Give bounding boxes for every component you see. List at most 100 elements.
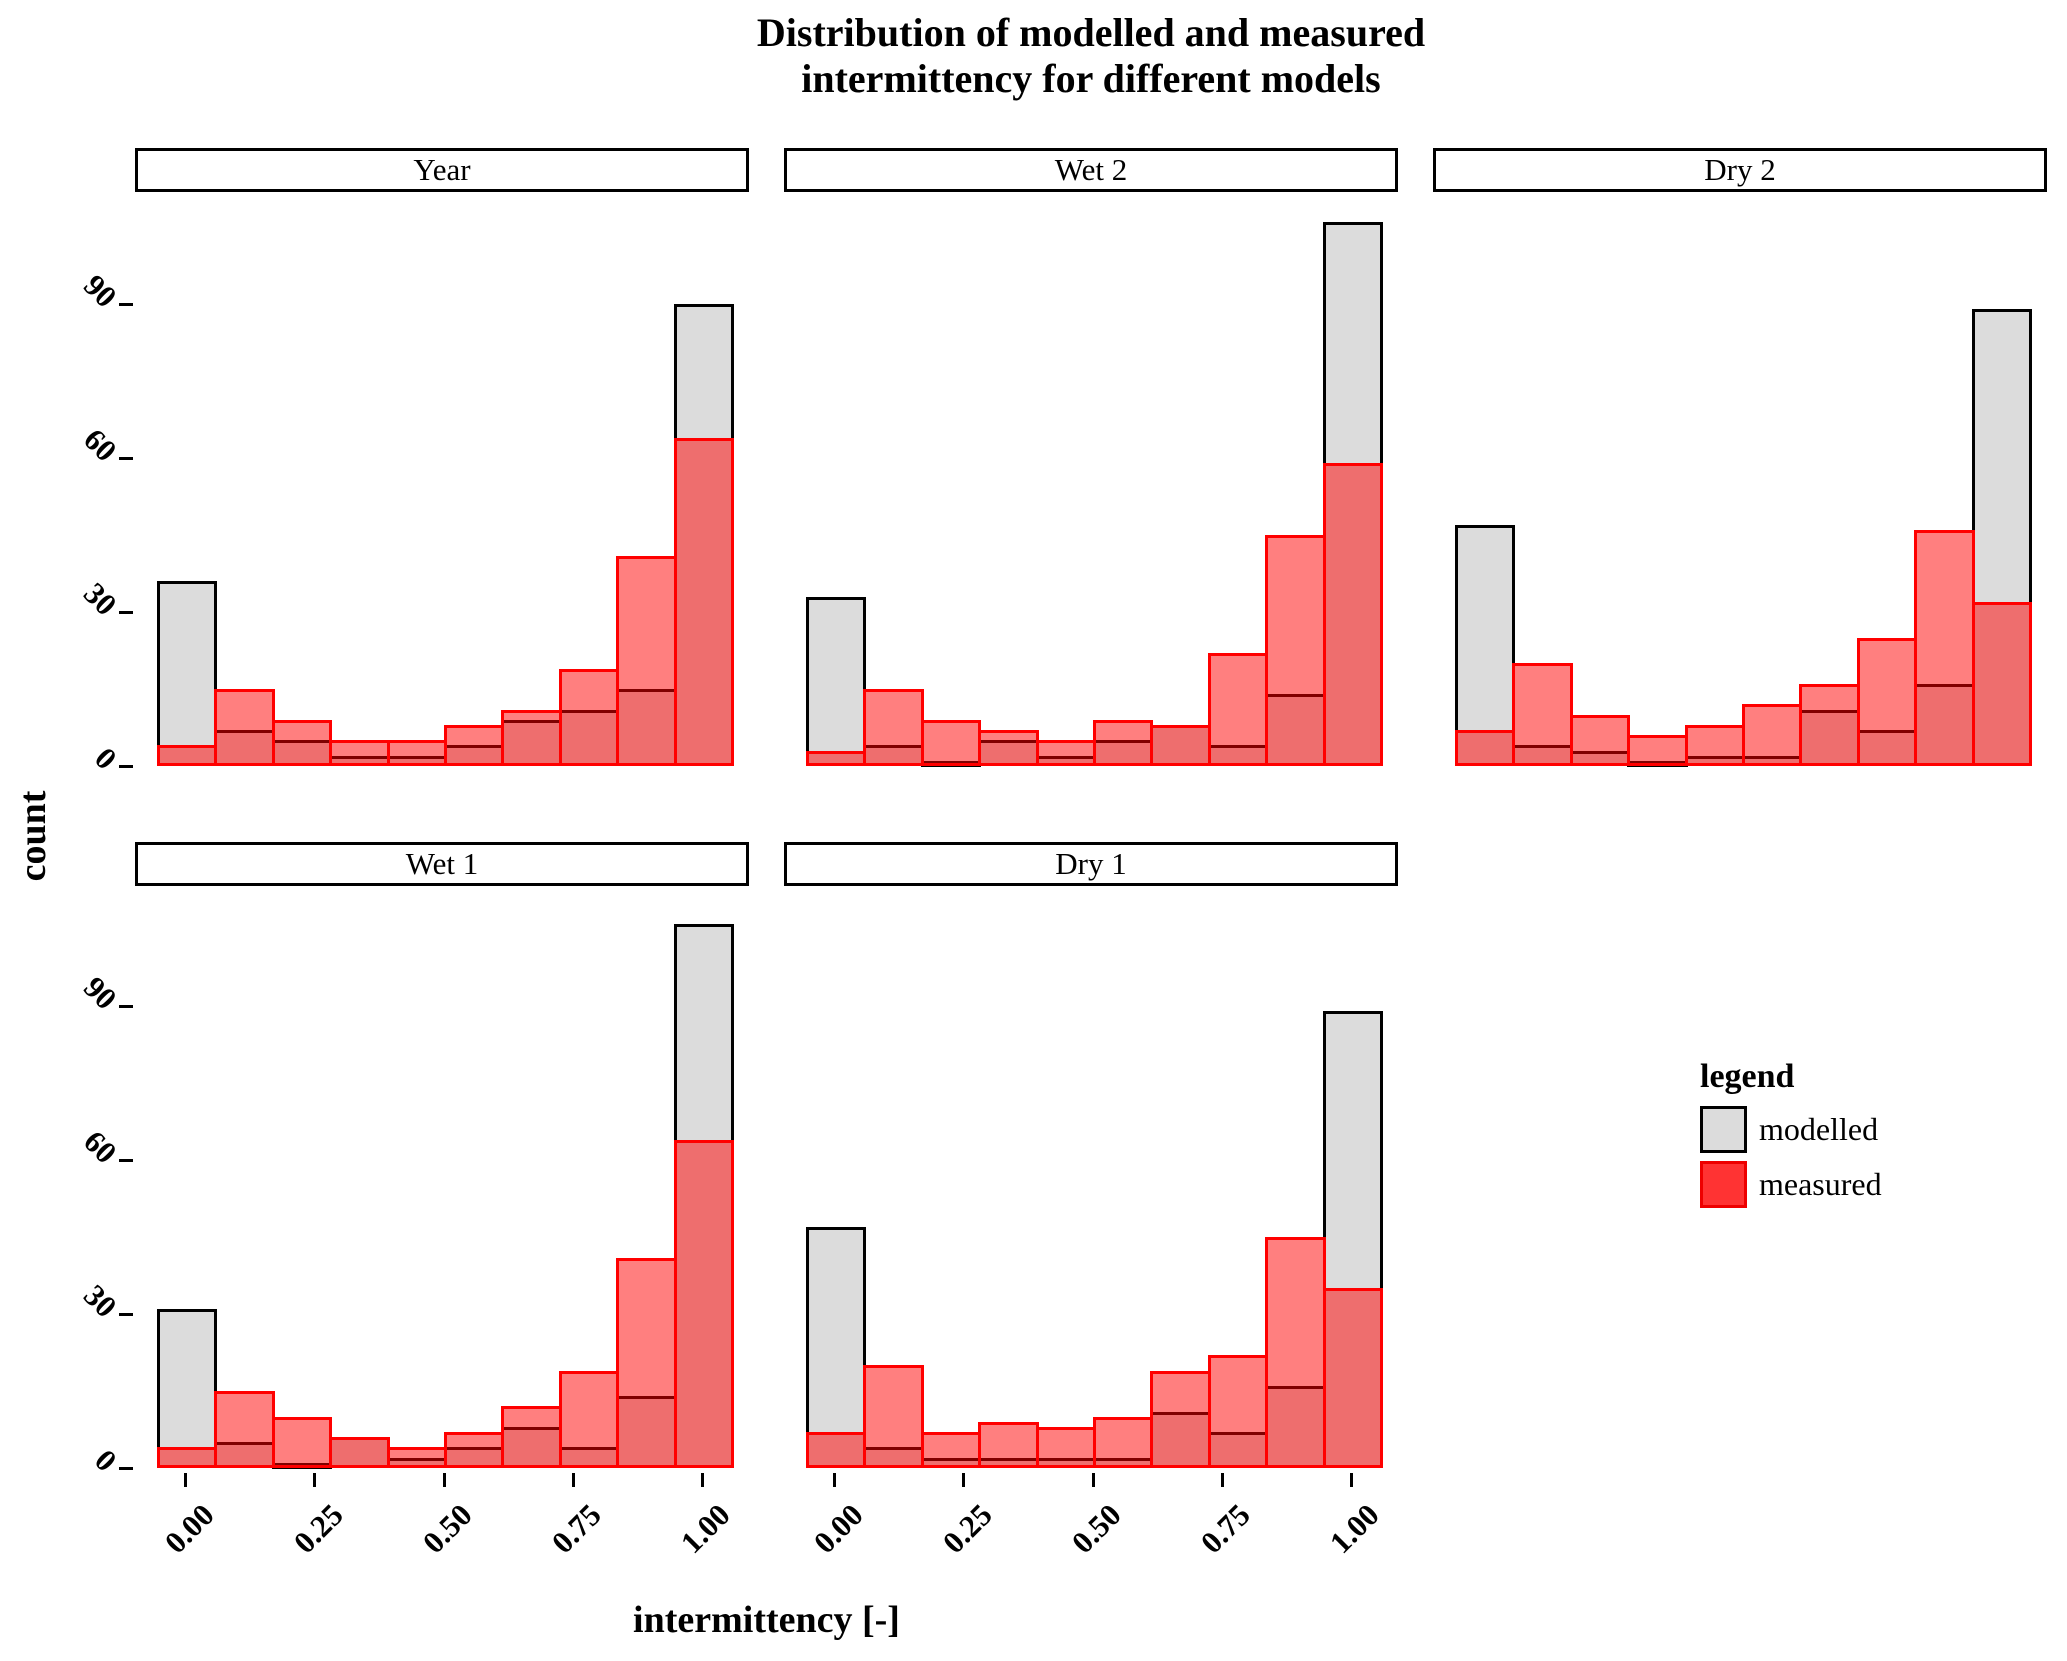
bar-measured	[1093, 720, 1154, 766]
bar-measured	[157, 745, 218, 766]
bar-measured	[386, 1447, 447, 1468]
bar-measured	[673, 1140, 734, 1468]
bar-measured	[1207, 1355, 1269, 1468]
bar-measured	[1150, 725, 1211, 766]
x-tick-mark	[1220, 1473, 1224, 1487]
legend: legend modelled measured	[1700, 1058, 1882, 1208]
y-tick-label: 60	[77, 1123, 124, 1171]
bar-measured	[386, 740, 447, 766]
bar-measured	[1035, 1427, 1096, 1468]
bar-measured	[329, 740, 390, 766]
y-tick-label: 90	[77, 969, 124, 1017]
bar-modelled	[1455, 525, 1516, 766]
x-tick-mark	[1349, 1473, 1353, 1487]
x-tick-label: 0.25	[286, 1497, 350, 1561]
measured-label: measured	[1759, 1166, 1882, 1202]
bar-measured	[558, 1371, 620, 1468]
modelled-swatch	[1700, 1106, 1747, 1153]
y-tick-mark	[119, 456, 133, 460]
x-tick-label: 0.25	[935, 1497, 999, 1561]
y-tick-label: 90	[77, 267, 124, 315]
bar-measured	[1512, 663, 1573, 766]
y-tick-label: 0	[88, 740, 124, 777]
facet-panel-year	[135, 206, 749, 766]
bar-measured	[1035, 740, 1096, 766]
y-tick-mark	[119, 1466, 133, 1470]
x-tick-mark	[313, 1473, 317, 1487]
facet-panel-wet-1	[135, 908, 749, 1469]
y-tick-mark	[119, 610, 133, 614]
bar-measured	[1265, 1237, 1326, 1468]
bar-measured	[271, 720, 333, 766]
bar-measured	[1150, 1371, 1211, 1468]
y-tick-label: 30	[77, 575, 124, 623]
facet-panel-dry-2	[1433, 206, 2047, 767]
bar-measured	[444, 725, 505, 766]
bar-measured	[806, 751, 867, 766]
y-tick-label: 60	[77, 421, 124, 469]
bar-measured	[1971, 602, 2032, 766]
bar-modelled	[806, 597, 867, 766]
bar-measured	[1569, 715, 1631, 766]
facet-strip-year: Year	[135, 148, 749, 192]
facet-strip-wet-2: Wet 2	[784, 148, 1398, 192]
bar-measured	[501, 1406, 562, 1468]
bar-modelled	[157, 581, 218, 766]
bar-measured	[1856, 638, 1918, 766]
bar-measured	[1742, 704, 1803, 766]
x-tick-mark	[1091, 1473, 1095, 1487]
legend-title: legend	[1700, 1058, 1795, 1095]
chart-title: Distribution of modelled and measured in…	[756, 10, 1426, 101]
x-tick-label: 0.00	[806, 1497, 870, 1561]
facet-panel-wet-2	[784, 206, 1398, 767]
x-tick-label: 0.50	[415, 1497, 479, 1561]
x-tick-label: 0.75	[1193, 1497, 1257, 1561]
x-tick-label: 1.00	[673, 1497, 738, 1561]
bar-measured	[214, 1391, 275, 1468]
bar-measured	[1207, 653, 1269, 766]
bar-measured	[616, 1258, 677, 1468]
bar-measured	[329, 1437, 390, 1468]
bar-measured	[1914, 530, 1975, 766]
bar-measured	[806, 1432, 867, 1468]
bar-modelled	[157, 1309, 218, 1468]
x-tick-label: 1.00	[1322, 1497, 1387, 1561]
x-tick-mark	[962, 1473, 966, 1487]
bar-measured	[920, 720, 982, 766]
bar-measured	[214, 689, 275, 766]
bar-measured	[616, 556, 677, 766]
bar-measured	[863, 1365, 924, 1468]
bar-measured	[673, 438, 734, 766]
y-tick-label: 0	[88, 1442, 124, 1479]
bar-measured	[1627, 735, 1688, 766]
bar-measured	[863, 689, 924, 766]
x-tick-label: 0.75	[544, 1497, 608, 1561]
bar-measured	[1799, 684, 1860, 766]
x-tick-mark	[833, 1473, 837, 1487]
x-tick-mark	[442, 1473, 446, 1487]
legend-item-measured: measured	[1700, 1161, 1882, 1208]
bar-measured	[920, 1432, 982, 1468]
bar-measured	[1684, 725, 1745, 766]
facet-panel-dry-1	[784, 908, 1398, 1468]
facet-strip-dry-1: Dry 1	[784, 842, 1398, 886]
x-axis-title: intermittency [-]	[633, 1599, 900, 1641]
y-tick-mark	[119, 764, 133, 768]
x-tick-label: 0.50	[1064, 1497, 1128, 1561]
facet-strip-wet-1: Wet 1	[135, 842, 749, 886]
bar-measured	[1093, 1417, 1154, 1468]
y-tick-label: 30	[77, 1277, 124, 1325]
bar-measured	[501, 710, 562, 766]
bar-measured	[1455, 730, 1516, 766]
x-tick-mark	[571, 1473, 575, 1487]
bar-measured	[1322, 1288, 1383, 1468]
bar-measured	[444, 1432, 505, 1468]
bar-measured	[271, 1417, 333, 1468]
x-tick-label: 0.00	[157, 1497, 221, 1561]
facet-strip-dry-2: Dry 2	[1433, 148, 2047, 192]
x-tick-mark	[700, 1473, 704, 1487]
bar-modelled	[806, 1227, 867, 1468]
bar-measured	[157, 1447, 218, 1468]
y-tick-mark	[119, 1312, 133, 1316]
